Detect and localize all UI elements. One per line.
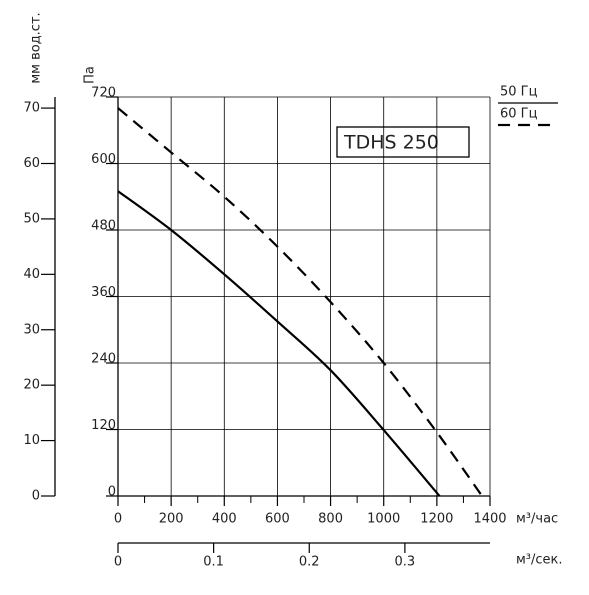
y2-tick-label: 40 (23, 267, 40, 282)
y2-tick-label: 0 (32, 489, 40, 504)
y2-tick-label: 50 (23, 211, 40, 226)
chart-title: TDHS 250 (343, 132, 439, 154)
x-tick-label: 1200 (420, 512, 453, 527)
x2-tick-label: 0.1 (203, 555, 224, 570)
x-tick-label: 400 (212, 512, 237, 527)
y-tick-label: 600 (91, 152, 116, 167)
legend-label: 60 Гц (500, 107, 538, 122)
x2-tick-label: 0 (114, 555, 122, 570)
legend-label: 50 Гц (500, 85, 538, 100)
y2-tick-label: 60 (23, 156, 40, 171)
y-tick-label: 360 (91, 285, 116, 300)
x-axis-label: м³/час (516, 512, 558, 527)
x-tick-label: 600 (265, 512, 290, 527)
y-tick-label: 480 (91, 219, 116, 234)
y2-tick-label: 20 (23, 378, 40, 393)
x-tick-label: 200 (159, 512, 184, 527)
x-tick-label: 1000 (367, 512, 400, 527)
y2-tick-label: 30 (23, 322, 40, 337)
x2-tick-label: 0.2 (299, 555, 320, 570)
title-box (336, 126, 470, 158)
y-tick-label: 0 (108, 485, 116, 500)
y-tick-label: 240 (91, 352, 116, 367)
x2-tick-label: 0.3 (395, 555, 416, 570)
x2-axis-label: м³/сек. (516, 553, 563, 568)
x-tick-label: 1400 (473, 512, 506, 527)
y2-tick-label: 70 (23, 101, 40, 116)
x-tick-label: 800 (318, 512, 343, 527)
series-line (117, 190, 441, 497)
y2-tick-label: 10 (23, 433, 40, 448)
series-line (117, 107, 483, 497)
y-tick-label: 120 (91, 418, 116, 433)
x-tick-label: 0 (114, 512, 122, 527)
y2-axis-label: мм вод.ст. (29, 12, 44, 83)
y-tick-label: 720 (91, 86, 116, 101)
y-axis-label: Па (83, 66, 98, 84)
